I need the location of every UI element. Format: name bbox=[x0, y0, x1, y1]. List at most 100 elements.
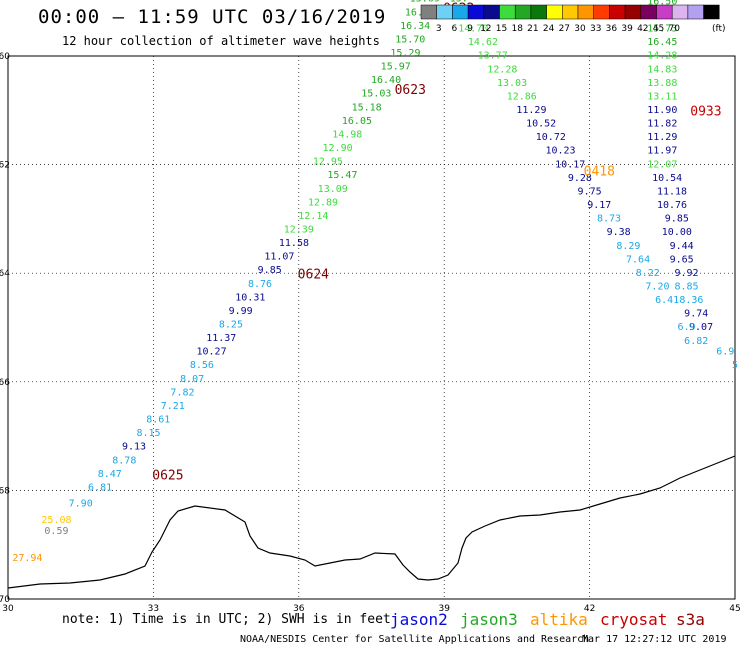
sat-jason3: jason3 bbox=[460, 610, 518, 629]
legend-label: 24 bbox=[543, 24, 555, 34]
legend-swatch bbox=[420, 4, 437, 20]
longitude-label: 30 bbox=[2, 604, 14, 614]
wave-height-value: 6.41 bbox=[655, 295, 679, 306]
wave-height-value: 16.05 bbox=[342, 116, 372, 127]
legend-swatch bbox=[624, 4, 642, 20]
legend-swatch bbox=[577, 4, 594, 20]
wave-height-value: 16.45 bbox=[647, 37, 677, 48]
legend-swatch bbox=[452, 4, 469, 20]
sat-jason2: jason2 bbox=[390, 610, 448, 629]
wave-height-value: 7.82 bbox=[170, 387, 194, 398]
wave-height-value: 12.07 bbox=[647, 159, 677, 170]
wave-height-value: 10.00 bbox=[662, 227, 692, 238]
longitude-label: 36 bbox=[293, 604, 305, 614]
wave-height-value: 7.21 bbox=[161, 401, 185, 412]
wave-height-value: 7.64 bbox=[626, 254, 650, 265]
wave-height-value: 6.9 bbox=[678, 322, 696, 333]
legend-unit: (ft) bbox=[712, 24, 726, 34]
legend-label: 30 bbox=[574, 24, 586, 34]
wave-height-value: 14.28 bbox=[647, 51, 677, 62]
wave-height-value: 11.82 bbox=[647, 119, 677, 130]
legend-label: 6 bbox=[452, 24, 458, 34]
wave-height-value: 15.97 bbox=[381, 62, 411, 73]
wave-height-value: 14.83 bbox=[647, 64, 677, 75]
latitude-label: -66 bbox=[0, 378, 10, 388]
wave-height-value: 8.56 bbox=[190, 360, 214, 371]
wave-height-value: 12.39 bbox=[284, 224, 314, 235]
legend-label: 39 bbox=[621, 24, 633, 34]
wave-height-value: 12.89 bbox=[308, 197, 338, 208]
wave-height-value: 8.61 bbox=[146, 415, 170, 426]
wave-height-value: 9.99 bbox=[229, 306, 253, 317]
longitude-label: 45 bbox=[729, 604, 740, 614]
legend-swatch bbox=[467, 4, 485, 20]
wave-height-value: 10.23 bbox=[545, 146, 575, 157]
latitude-label: -62 bbox=[0, 161, 10, 171]
pass-time-label: 0624 bbox=[298, 268, 329, 283]
footer-credit: NOAA/NESDIS Center for Satellite Applica… bbox=[240, 634, 590, 645]
legend-label: 21 bbox=[527, 24, 538, 34]
latitude-label: -70 bbox=[0, 595, 10, 605]
wave-height-value: 15. bbox=[450, 0, 468, 5]
wave-height-value: 9.13 bbox=[122, 442, 146, 453]
latitude-labels: -60 -62 -64 -66 -68 -70 bbox=[0, 52, 10, 605]
legend-swatch bbox=[687, 4, 704, 20]
wave-height-value: 16.40 bbox=[371, 75, 401, 86]
wave-height-value: 11.90 bbox=[647, 105, 677, 116]
wave-height-value: 16.34 bbox=[400, 21, 430, 32]
legend-swatch bbox=[671, 4, 689, 20]
wave-height-value: 13.88 bbox=[647, 78, 677, 89]
legend-label: 27 bbox=[559, 24, 570, 34]
legend-label: 45 bbox=[653, 24, 664, 34]
note-text: note: 1) Time is in UTC; 2) SWH is in fe… bbox=[62, 612, 391, 627]
wave-height-value: 9.74 bbox=[684, 309, 708, 320]
wave-height-value: 9.75 bbox=[578, 186, 602, 197]
legend-label: 18 bbox=[511, 24, 523, 34]
wave-height-value: 27.94 bbox=[12, 553, 42, 564]
note-row: note: 1) Time is in UTC; 2) SWH is in fe… bbox=[62, 610, 740, 632]
map-frame bbox=[7, 55, 736, 600]
legend-label: 15 bbox=[496, 24, 507, 34]
wave-height-value: 8.22 bbox=[636, 268, 660, 279]
wave-height-value: 12.14 bbox=[298, 211, 328, 222]
wave-height-value: 9.07 bbox=[689, 322, 713, 333]
legend-swatch bbox=[530, 4, 547, 20]
wave-height-value: 8.29 bbox=[616, 241, 640, 252]
wave-height-value: 10.52 bbox=[526, 119, 556, 130]
legend-swatch bbox=[514, 4, 532, 20]
wave-height-value: 7.90 bbox=[69, 499, 93, 510]
legend-swatch bbox=[609, 4, 626, 20]
legend-swatch bbox=[483, 4, 500, 20]
wave-height-value: 12.95 bbox=[313, 157, 343, 168]
wave-height-value: 9.85 bbox=[258, 265, 282, 276]
wave-height-value: 10.54 bbox=[652, 173, 682, 184]
wave-height-value: 9.28 bbox=[568, 173, 592, 184]
page-title: 00:00 – 11:59 UTC 03/16/2019 bbox=[38, 6, 387, 28]
wave-height-value: 10.72 bbox=[536, 132, 566, 143]
sat-altika: altika bbox=[530, 610, 588, 629]
wave-height-value: 13.77 bbox=[478, 51, 508, 62]
map-grid bbox=[8, 56, 735, 599]
legend-swatches bbox=[420, 4, 720, 20]
legend-swatch bbox=[656, 4, 673, 20]
wave-height-value: 25.08 bbox=[41, 515, 71, 526]
wave-height-value: 9.17 bbox=[587, 200, 611, 211]
wave-height-value: 8.76 bbox=[248, 279, 272, 290]
longitude-label: 39 bbox=[438, 604, 450, 614]
wave-height-value: 15.73 bbox=[647, 24, 677, 35]
wave-height-value: 10.31 bbox=[235, 292, 265, 303]
wave-height-value: 10.27 bbox=[197, 347, 227, 358]
longitude-label: 33 bbox=[148, 604, 159, 614]
wave-height-value: 11.58 bbox=[279, 238, 309, 249]
legend-labels: 3 6 9 12 15 18 21 24 27 30 33 36 39 42 45 70 bbox=[436, 24, 680, 34]
wave-height-value: 8.47 bbox=[98, 469, 122, 480]
wave-height-value: 15.03 bbox=[361, 89, 391, 100]
wave-height-value: 10.76 bbox=[657, 200, 687, 211]
wave-height-value: 9.38 bbox=[607, 227, 631, 238]
wave-height-value: 15.29 bbox=[390, 48, 420, 59]
wave-height-value: 0.59 bbox=[44, 526, 68, 537]
latitude-label: -60 bbox=[0, 52, 10, 62]
wave-height-value: 13.11 bbox=[647, 91, 677, 102]
pass-time-label: 0418 bbox=[584, 164, 615, 179]
sat-cryosat: cryosat bbox=[600, 610, 668, 629]
